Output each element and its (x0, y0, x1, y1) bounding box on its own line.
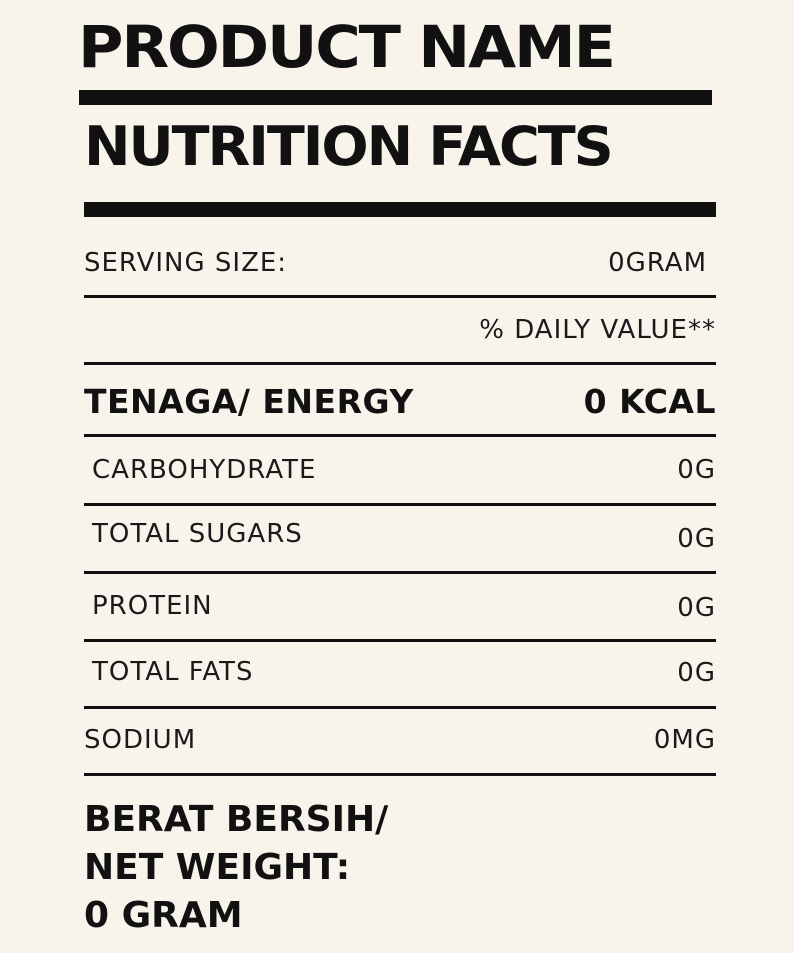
nutrient-label: TOTAL SUGARS (92, 519, 303, 549)
nutrient-value: 0G (677, 658, 716, 688)
nutrient-value: 0G (677, 455, 716, 485)
nutrient-label: CARBOHYDRATE (92, 455, 317, 485)
nutrient-value: 0G (677, 524, 716, 554)
daily-value-label: % DAILY VALUE** (479, 315, 716, 345)
divider-daily-value (84, 362, 716, 365)
thick-divider-bottom (84, 202, 716, 217)
divider-sodium (84, 773, 716, 776)
nutrient-value: 0MG (653, 725, 716, 755)
net-weight-line-1: BERAT BERSIH/ (84, 799, 389, 840)
divider-row (84, 503, 716, 506)
net-weight-value: 0 GRAM (84, 895, 243, 936)
divider-row (84, 571, 716, 574)
nutrient-label: TOTAL FATS (92, 657, 254, 687)
energy-value: 0 KCAL (583, 382, 716, 421)
divider-row (84, 639, 716, 642)
nutrient-label: PROTEIN (92, 591, 213, 621)
divider-serving (84, 295, 716, 298)
serving-size-value: 0GRAM (608, 248, 707, 278)
net-weight-line-2: NET WEIGHT: (84, 847, 351, 888)
energy-label: TENAGA/ ENERGY (84, 382, 414, 421)
thick-divider-top (79, 90, 712, 105)
product-name-heading: PRODUCT NAME (78, 13, 616, 81)
nutrient-value: 0G (677, 593, 716, 623)
divider-energy (84, 434, 716, 437)
nutrition-facts-heading: NUTRITION FACTS (84, 115, 614, 178)
divider-row (84, 706, 716, 709)
serving-size-label: SERVING SIZE: (84, 248, 288, 278)
nutrient-label: SODIUM (84, 725, 197, 755)
